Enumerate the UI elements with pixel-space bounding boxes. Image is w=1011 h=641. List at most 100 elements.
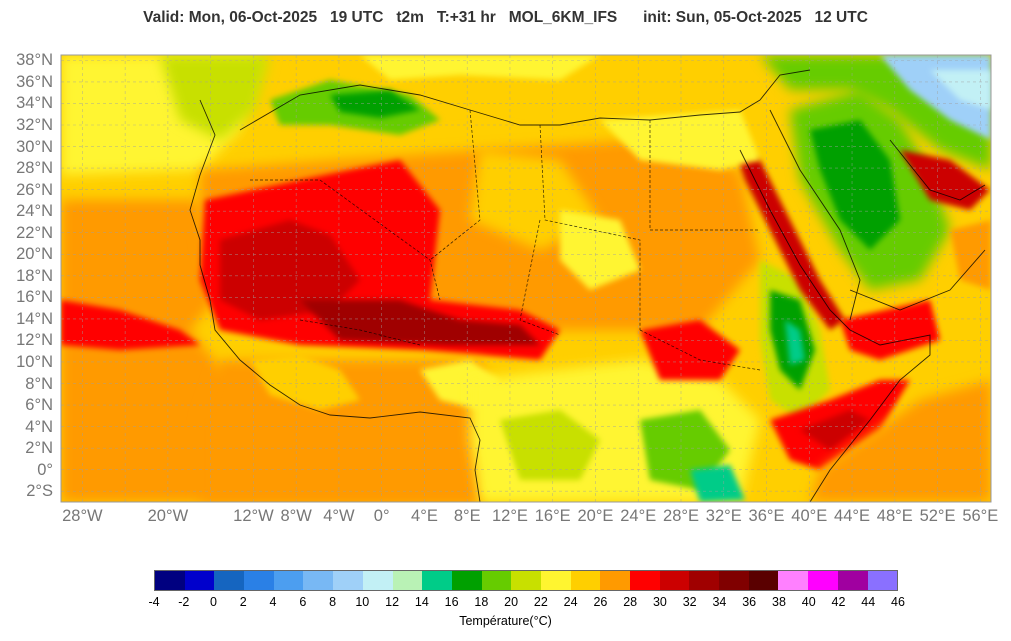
temperature-map: [60, 54, 992, 503]
colorbar-segment: [808, 571, 838, 590]
colorbar-tick-label: 40: [801, 595, 816, 609]
lat-label: 26°N: [16, 180, 53, 199]
colorbar-segment: [837, 571, 868, 590]
colorbar-tick-label: 12: [385, 595, 400, 609]
colorbar-segment: [540, 571, 571, 590]
colorbar-segment: [155, 571, 185, 590]
colorbar-tick-label: 24: [563, 595, 578, 609]
lon-label: 4°W: [323, 507, 355, 525]
temperature-field: [61, 55, 991, 502]
lon-label: 4°E: [411, 507, 438, 525]
lon-label: 36°E: [748, 507, 785, 525]
colorbar-segment: [184, 571, 215, 590]
colorbar-tick-label: 16: [444, 595, 459, 609]
colorbar-tick-label: 28: [623, 595, 638, 609]
lat-label: 34°N: [16, 94, 53, 113]
lon-label: 12°W: [233, 507, 274, 525]
colorbar-tick-label: 22: [533, 595, 548, 609]
colorbar-segment: [451, 571, 482, 590]
lat-label: 10°N: [16, 352, 53, 371]
colorbar-segment: [689, 571, 720, 590]
colorbar-tick-label: 6: [299, 595, 307, 609]
lat-label: 16°N: [16, 288, 53, 307]
colorbar-tick-label: 4: [269, 595, 277, 609]
colorbar-tick-label: -2: [178, 595, 190, 609]
lon-label: 8°W: [280, 507, 312, 525]
colorbar-tick-label: 2: [239, 595, 247, 609]
map-title: Valid: Mon, 06-Oct-2025 19 UTC t2m T:+31…: [143, 9, 868, 26]
colorbar-tick-label: 26: [593, 595, 608, 609]
colorbar-tick-label: 44: [861, 595, 876, 609]
lat-label: 6°N: [25, 396, 53, 415]
colorbar-segment: [570, 571, 601, 590]
colorbar-tick-label: 14: [414, 595, 429, 609]
lon-label: 32°E: [705, 507, 742, 525]
colorbar-segment: [719, 571, 749, 590]
lon-label: 28°W: [62, 507, 103, 525]
colorbar-segment: [600, 571, 630, 590]
lat-label: 4°N: [25, 417, 53, 436]
lon-label: 44°E: [834, 507, 871, 525]
colorbar-segment: [659, 571, 690, 590]
colorbar-tick-label: 10: [355, 595, 370, 609]
colorbar-tick-label: 34: [712, 595, 727, 609]
colorbar-tick-label: 36: [742, 595, 757, 609]
colorbar-tick-label: -4: [148, 595, 160, 609]
colorbar-title: Température(°C): [459, 614, 552, 628]
colorbar-segment: [333, 571, 363, 590]
colorbar-tick-label: 8: [329, 595, 337, 609]
lat-label: 28°N: [16, 159, 53, 178]
lat-label: 22°N: [16, 223, 53, 242]
colorbar-segment: [748, 571, 779, 590]
coastlines: [189, 69, 986, 503]
lon-label: 8°E: [453, 507, 481, 525]
lon-label: 12°E: [491, 507, 528, 525]
lon-label: 56°E: [962, 507, 999, 525]
colorbar-tick-label: 32: [682, 595, 697, 609]
country-borders: [250, 109, 761, 371]
colorbar-segment: [214, 571, 245, 590]
lat-label: 36°N: [16, 72, 53, 91]
lon-label: 48°E: [876, 507, 913, 525]
lon-label: 24°E: [620, 507, 657, 525]
map-frame: [60, 54, 992, 503]
colorbar-segment: [362, 571, 393, 590]
lon-label: 52°E: [919, 507, 956, 525]
colorbar-segment: [244, 571, 274, 590]
lat-label: 32°N: [16, 116, 53, 134]
lat-label: 24°N: [16, 202, 53, 221]
colorbar-tick-label: 18: [474, 595, 489, 609]
lon-label: 16°E: [534, 507, 571, 525]
colorbar-segment: [422, 571, 452, 590]
colorbar-segment: [273, 571, 304, 590]
lat-label: 8°N: [25, 374, 53, 393]
colorbar-tick-label: 38: [772, 595, 786, 609]
lon-label: 40°E: [791, 507, 828, 525]
lat-label: 38°N: [16, 51, 53, 70]
lat-label: 12°N: [16, 331, 53, 350]
colorbar-tick-label: 20: [504, 595, 519, 609]
lon-label: 28°E: [663, 507, 699, 525]
lon-label: 20°W: [147, 507, 189, 525]
lat-label: 2°S: [26, 482, 53, 501]
colorbar-tick-label: 0: [210, 595, 217, 609]
colorbar-segment: [392, 571, 423, 590]
colorbar-segment: [481, 571, 512, 590]
lat-label: 14°N: [16, 309, 53, 328]
lat-label: 2°N: [25, 439, 53, 458]
lat-label: 20°N: [16, 245, 53, 264]
lon-label: 20°E: [577, 507, 614, 525]
colorbar-segment: [867, 571, 898, 590]
colorbar-tick-label: 30: [652, 595, 667, 609]
lat-label: 0°: [37, 460, 53, 479]
colorbar-tick-label: 42: [831, 595, 846, 609]
lat-label: 18°N: [16, 266, 53, 285]
colorbar-segment: [778, 571, 809, 590]
colorbar-segment: [511, 571, 541, 590]
temperature-colorbar: [154, 570, 898, 591]
lat-label: 30°N: [16, 137, 53, 156]
colorbar-segment: [630, 571, 660, 590]
colorbar-segment: [303, 571, 334, 590]
colorbar-tick-label: 46: [891, 595, 905, 609]
lon-label: 0°: [373, 507, 390, 525]
